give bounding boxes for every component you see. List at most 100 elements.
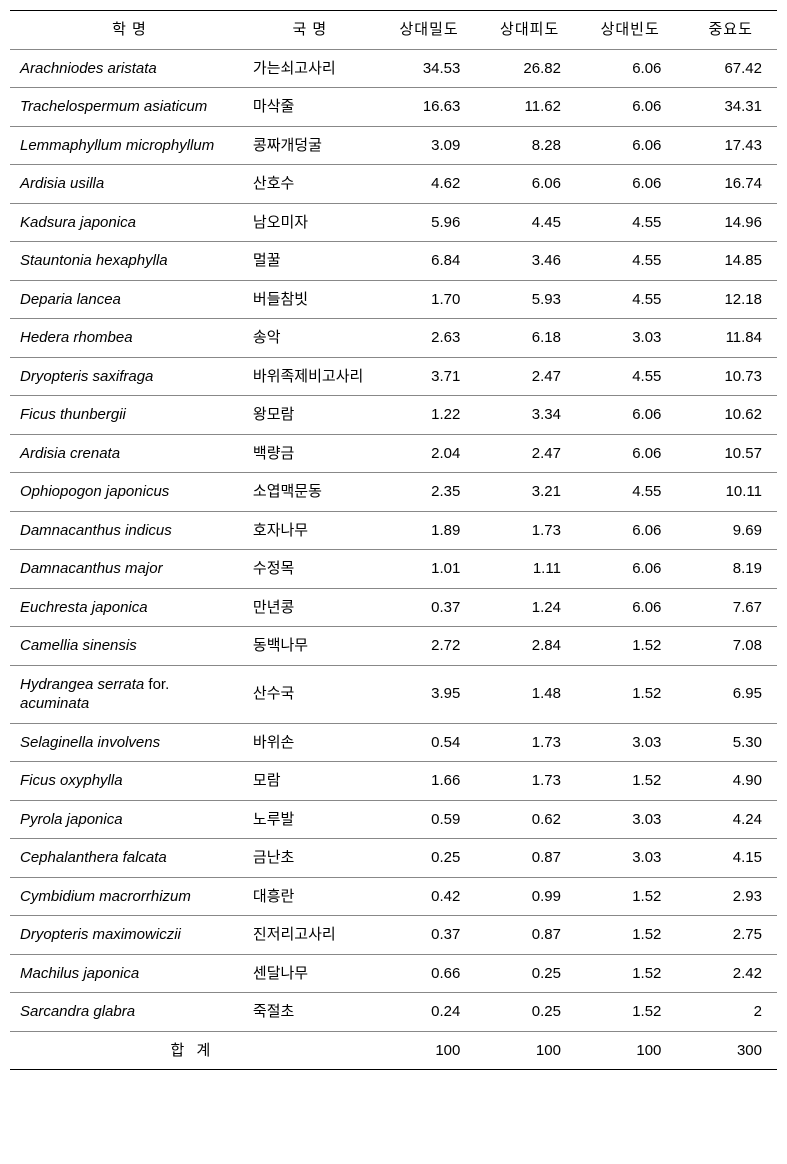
col-header-korean: 국 명 [247, 11, 375, 50]
cell-importance: 12.18 [676, 280, 777, 319]
cell-freq: 6.06 [576, 165, 676, 204]
cell-freq: 1.52 [576, 916, 676, 955]
cell-density: 5.96 [375, 203, 476, 242]
cell-density: 0.59 [375, 800, 476, 839]
cell-density: 2.63 [375, 319, 476, 358]
cell-density: 1.01 [375, 550, 476, 589]
table-total-row: 합 계 100 100 100 300 [10, 1031, 777, 1070]
cell-cover: 0.25 [475, 954, 576, 993]
cell-freq: 1.52 [576, 954, 676, 993]
col-header-freq: 상대빈도 [576, 11, 676, 50]
cell-density: 1.70 [375, 280, 476, 319]
cell-scientific-name: Deparia lancea [10, 280, 247, 319]
table-row: Dryopteris maximowiczii진저리고사리0.370.871.5… [10, 916, 777, 955]
cell-korean-name: 가는쇠고사리 [247, 49, 375, 88]
cell-scientific-name: Damnacanthus indicus [10, 511, 247, 550]
cell-importance: 8.19 [676, 550, 777, 589]
cell-scientific-name: Cephalanthera falcata [10, 839, 247, 878]
cell-freq: 4.55 [576, 473, 676, 512]
cell-scientific-name: Pyrola japonica [10, 800, 247, 839]
cell-scientific-name: Machilus japonica [10, 954, 247, 993]
cell-importance: 6.95 [676, 665, 777, 723]
table-row: Ardisia usilla산호수4.626.066.0616.74 [10, 165, 777, 204]
cell-freq: 6.06 [576, 434, 676, 473]
cell-importance: 17.43 [676, 126, 777, 165]
table-row: Damnacanthus indicus호자나무1.891.736.069.69 [10, 511, 777, 550]
total-label: 합 계 [10, 1031, 375, 1070]
cell-cover: 0.25 [475, 993, 576, 1032]
cell-density: 3.09 [375, 126, 476, 165]
cell-density: 1.22 [375, 396, 476, 435]
cell-scientific-name: Camellia sinensis [10, 627, 247, 666]
cell-scientific-name: Dryopteris saxifraga [10, 357, 247, 396]
table-row: Selaginella involvens바위손0.541.733.035.30 [10, 723, 777, 762]
cell-scientific-name: Ardisia usilla [10, 165, 247, 204]
table-row: Ardisia crenata백량금2.042.476.0610.57 [10, 434, 777, 473]
cell-importance: 7.08 [676, 627, 777, 666]
cell-importance: 9.69 [676, 511, 777, 550]
cell-korean-name: 백량금 [247, 434, 375, 473]
cell-korean-name: 바위손 [247, 723, 375, 762]
cell-cover: 2.47 [475, 434, 576, 473]
cell-korean-name: 대흥란 [247, 877, 375, 916]
cell-importance: 4.24 [676, 800, 777, 839]
cell-freq: 1.52 [576, 762, 676, 801]
cell-cover: 2.84 [475, 627, 576, 666]
cell-importance: 4.15 [676, 839, 777, 878]
table-row: Deparia lancea버들참빗1.705.934.5512.18 [10, 280, 777, 319]
cell-cover: 0.87 [475, 916, 576, 955]
total-freq: 100 [576, 1031, 676, 1070]
cell-scientific-name: Sarcandra glabra [10, 993, 247, 1032]
cell-cover: 3.34 [475, 396, 576, 435]
cell-freq: 6.06 [576, 588, 676, 627]
cell-cover: 1.11 [475, 550, 576, 589]
cell-cover: 6.18 [475, 319, 576, 358]
table-row: Kadsura japonica남오미자5.964.454.5514.96 [10, 203, 777, 242]
cell-importance: 10.57 [676, 434, 777, 473]
cell-freq: 6.06 [576, 88, 676, 127]
cell-density: 1.66 [375, 762, 476, 801]
cell-korean-name: 버들참빗 [247, 280, 375, 319]
cell-cover: 3.46 [475, 242, 576, 281]
cell-scientific-name: Arachniodes aristata [10, 49, 247, 88]
cell-korean-name: 바위족제비고사리 [247, 357, 375, 396]
cell-density: 3.71 [375, 357, 476, 396]
table-body: Arachniodes aristata가는쇠고사리34.5326.826.06… [10, 49, 777, 1031]
table-row: Ophiopogon japonicus소엽맥문동2.353.214.5510.… [10, 473, 777, 512]
cell-korean-name: 죽절초 [247, 993, 375, 1032]
col-header-scientific: 학 명 [10, 11, 247, 50]
cell-cover: 1.73 [475, 762, 576, 801]
cell-freq: 4.55 [576, 280, 676, 319]
cell-density: 0.25 [375, 839, 476, 878]
cell-scientific-name: Stauntonia hexaphylla [10, 242, 247, 281]
table-row: Lemmaphyllum microphyllum콩짜개덩굴3.098.286.… [10, 126, 777, 165]
cell-density: 3.95 [375, 665, 476, 723]
cell-cover: 5.93 [475, 280, 576, 319]
cell-freq: 4.55 [576, 357, 676, 396]
cell-cover: 6.06 [475, 165, 576, 204]
cell-cover: 26.82 [475, 49, 576, 88]
cell-importance: 14.96 [676, 203, 777, 242]
cell-scientific-name: Ficus thunbergii [10, 396, 247, 435]
cell-korean-name: 노루발 [247, 800, 375, 839]
table-row: Machilus japonica센달나무0.660.251.522.42 [10, 954, 777, 993]
cell-scientific-name: Cymbidium macrorrhizum [10, 877, 247, 916]
table-header-row: 학 명 국 명 상대밀도 상대피도 상대빈도 중요도 [10, 11, 777, 50]
cell-korean-name: 소엽맥문동 [247, 473, 375, 512]
col-header-cover: 상대피도 [475, 11, 576, 50]
table-row: Euchresta japonica만년콩0.371.246.067.67 [10, 588, 777, 627]
cell-density: 2.72 [375, 627, 476, 666]
table-row: Camellia sinensis동백나무2.722.841.527.08 [10, 627, 777, 666]
cell-freq: 3.03 [576, 800, 676, 839]
cell-density: 0.42 [375, 877, 476, 916]
cell-importance: 2.93 [676, 877, 777, 916]
cell-cover: 3.21 [475, 473, 576, 512]
cell-scientific-name: Damnacanthus major [10, 550, 247, 589]
cell-importance: 11.84 [676, 319, 777, 358]
cell-korean-name: 송악 [247, 319, 375, 358]
cell-cover: 2.47 [475, 357, 576, 396]
cell-importance: 67.42 [676, 49, 777, 88]
cell-importance: 10.73 [676, 357, 777, 396]
cell-scientific-name: Dryopteris maximowiczii [10, 916, 247, 955]
table-row: Sarcandra glabra죽절초0.240.251.522 [10, 993, 777, 1032]
